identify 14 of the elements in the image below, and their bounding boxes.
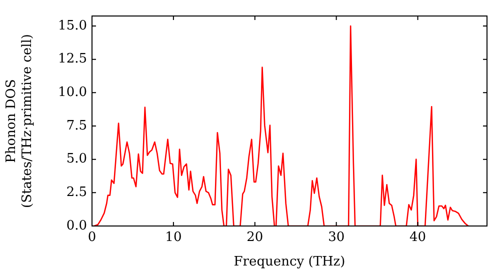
y-tick-label: 0.0: [66, 218, 87, 234]
x-tick-label: 10: [165, 230, 182, 246]
y-tick-label: 7.5: [66, 118, 87, 134]
x-axis-title: Frequency (THz): [234, 254, 346, 270]
x-tick-label: 30: [328, 230, 345, 246]
x-tick-label: 20: [246, 230, 264, 246]
x-tick-label: 0: [88, 230, 96, 246]
y-axis-title: Phonon DOS (States/THz·primitive cell): [4, 34, 35, 208]
x-tick-label: 40: [410, 230, 426, 246]
y-tick-label: 15.0: [58, 18, 87, 34]
y-tick-label: 2.5: [66, 185, 87, 200]
y-tick-label: 5.0: [66, 152, 87, 167]
y-tick-label: 12.5: [58, 52, 87, 67]
y-tick-label: 10.0: [58, 85, 87, 100]
